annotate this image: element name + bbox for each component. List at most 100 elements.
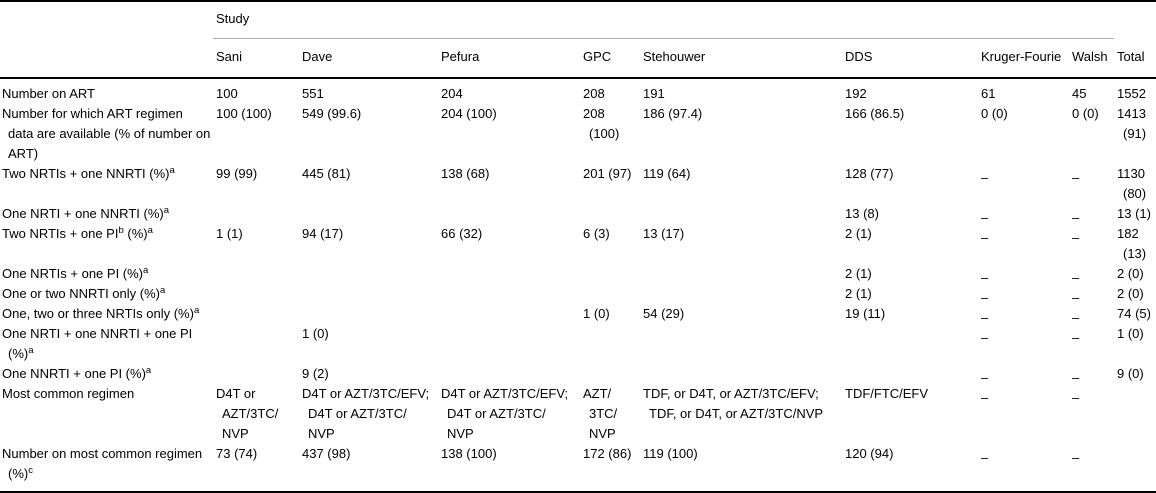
no-data-dash: – — [1072, 270, 1080, 285]
no-data-dash: – — [1072, 310, 1080, 325]
cell: – — [1069, 164, 1114, 204]
footnote-marker: a — [147, 225, 153, 236]
spanner-empty-left — [0, 1, 213, 39]
no-data-dash: – — [981, 270, 989, 285]
cell: 0 (0) — [981, 106, 1008, 121]
cell — [213, 204, 299, 224]
cell — [213, 304, 299, 324]
cell: – — [1069, 204, 1114, 225]
cell — [299, 304, 438, 324]
row-label: One NNRTI + one PI (%)a — [2, 365, 152, 381]
no-data-dash: – — [981, 290, 989, 305]
cell: 2 (1) — [845, 286, 872, 301]
cell: 208 — [583, 86, 605, 101]
column-header-gpc: GPC — [580, 38, 640, 79]
column-header-stehouwer: Stehouwer — [640, 38, 842, 79]
no-data-dash: – — [1072, 170, 1080, 185]
spanner-empty-right — [1114, 1, 1156, 39]
row-label: One, two or three NRTIs only (%)a — [2, 305, 200, 321]
no-data-dash: – — [1072, 450, 1080, 465]
cell: 74 (5) — [1117, 306, 1151, 321]
no-data-dash: – — [981, 390, 989, 405]
footnote-marker: a — [28, 345, 34, 356]
cell: 120 (94) — [845, 446, 894, 461]
cell: – — [978, 384, 1069, 444]
cell: 1 (1) — [216, 226, 243, 241]
cell: 204 — [441, 86, 463, 101]
cell: 1552 — [1117, 86, 1146, 101]
column-header-sani: Sani — [213, 38, 299, 79]
no-data-dash: – — [981, 210, 989, 225]
column-header-walsh: Walsh — [1069, 38, 1114, 79]
cell — [213, 264, 299, 284]
cell: 182 (13) — [1117, 226, 1147, 261]
row-label: Number for which ART regimen data are ava… — [2, 106, 211, 161]
cell: 1 (0) — [583, 306, 610, 321]
cell: 94 (17) — [302, 226, 344, 241]
cell — [640, 264, 842, 284]
no-data-dash: – — [1072, 230, 1080, 245]
cell: 2 (1) — [845, 226, 872, 241]
cell — [580, 284, 640, 304]
cell: 1130 (80) — [1117, 166, 1147, 201]
cell: 192 — [845, 86, 867, 101]
cell: D4T or AZT/3TC/EFV; D4T or AZT/3TC/NVP — [441, 386, 569, 441]
row-label: Two NRTIs + one NNRTI (%)a — [2, 165, 175, 181]
cell: – — [1069, 444, 1114, 492]
cell: 138 (68) — [441, 166, 490, 181]
cell: TDF/FTC/EFV — [845, 386, 929, 401]
cell: 9 (2) — [302, 366, 329, 381]
cell: 138 (100) — [441, 446, 497, 461]
no-data-dash: – — [981, 230, 989, 245]
cell: 208 (100) — [583, 106, 620, 141]
cell: – — [978, 264, 1069, 285]
column-header-dds: DDS — [842, 38, 978, 79]
cell: 551 — [302, 86, 324, 101]
cell: 186 (97.4) — [643, 106, 703, 121]
cell — [580, 324, 640, 364]
column-header-pefura: Pefura — [438, 38, 580, 79]
cell: – — [978, 284, 1069, 305]
cell — [438, 364, 580, 384]
row-label: Two NRTIs + one PIb (%)a — [2, 225, 153, 241]
cell: 1413 (91) — [1117, 106, 1147, 141]
cell: – — [978, 364, 1069, 385]
footnote-marker: a — [143, 265, 149, 276]
cell: 549 (99.6) — [302, 106, 362, 121]
cell — [1114, 384, 1156, 444]
cell: – — [978, 164, 1069, 204]
cell: 9 (0) — [1117, 366, 1144, 381]
table-row: One or two NNRTI only (%)a 2 (1) – – 2 (0) — [0, 284, 1156, 305]
cell: D4T or AZT/3TC/NVP — [216, 386, 279, 441]
row-label: Number on most common regimen (%)c — [2, 446, 203, 481]
cell: 99 (99) — [216, 166, 258, 181]
cell: 172 (86) — [583, 446, 632, 461]
cell — [438, 324, 580, 364]
cell: – — [1069, 284, 1114, 305]
column-header-row: Sani Dave Pefura GPC Stehouwer DDS Kruger-Four… — [0, 38, 1156, 79]
cell: AZT/3TC/NVP — [583, 386, 618, 441]
cell: 100 — [216, 86, 238, 101]
cell — [213, 324, 299, 364]
cell — [438, 284, 580, 304]
footnote-marker: c — [28, 465, 33, 476]
cell: 100 (100) — [216, 106, 272, 121]
no-data-dash: – — [981, 170, 989, 185]
footnote-marker: b — [118, 225, 124, 236]
cell: – — [978, 304, 1069, 325]
cell: 437 (98) — [302, 446, 351, 461]
row-label: One NRTIs + one PI (%)a — [2, 265, 149, 281]
cell: 2 (0) — [1117, 286, 1144, 301]
cell: – — [978, 204, 1069, 225]
cell — [580, 264, 640, 284]
cell: 445 (81) — [302, 166, 351, 181]
cell — [580, 204, 640, 224]
no-data-dash: – — [1072, 330, 1080, 345]
cell — [842, 324, 978, 364]
cell: – — [1069, 264, 1114, 285]
cell: – — [1069, 324, 1114, 364]
cell — [299, 264, 438, 284]
no-data-dash: – — [981, 370, 989, 385]
